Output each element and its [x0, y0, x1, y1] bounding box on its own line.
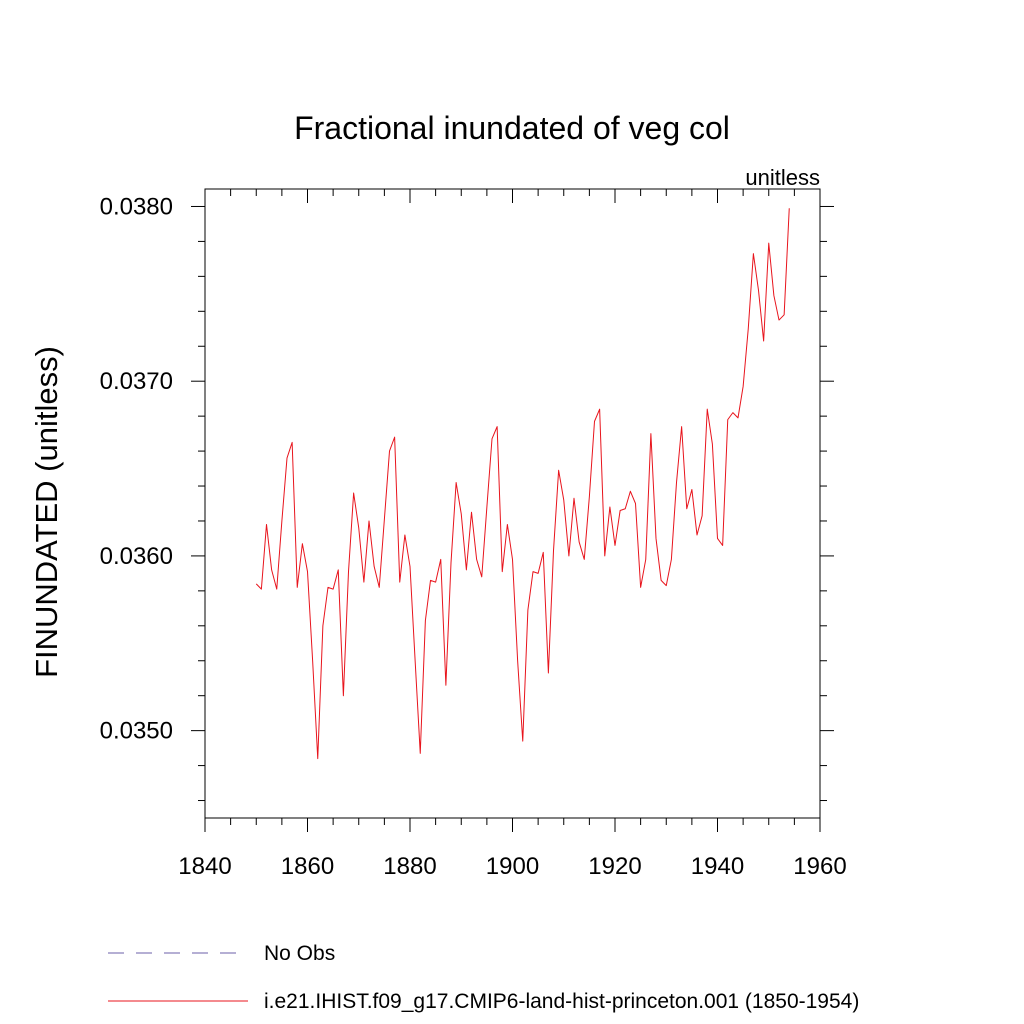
- x-tick-label: 1880: [383, 853, 436, 880]
- series-lines: [255, 208, 790, 760]
- legend-label-model: i.e21.IHIST.f09_g17.CMIP6-land-hist-prin…: [264, 990, 859, 1013]
- plot-frame: [204, 188, 821, 819]
- y-tick-label: 0.0360: [100, 543, 173, 570]
- axis-ticks: [191, 189, 834, 832]
- x-tick-labels: 1840 1860 1880 1900 1920 1940 1960: [178, 853, 846, 880]
- y-axis-label: FINUNDATED (unitless): [29, 346, 64, 678]
- x-tick-label: 1960: [793, 853, 846, 880]
- y-tick-labels: 0.0350 0.0360 0.0370 0.0380: [100, 193, 173, 744]
- y-tick-label: 0.0370: [100, 368, 173, 395]
- x-tick-label: 1900: [486, 853, 539, 880]
- chart-title: Fractional inundated of veg col: [294, 110, 730, 146]
- legend: No Obs i.e21.IHIST.f09_g17.CMIP6-land-hi…: [108, 942, 859, 1013]
- legend-label-no-obs: No Obs: [264, 942, 335, 965]
- units-label: unitless: [745, 165, 820, 190]
- series-line-1: [255, 208, 790, 760]
- x-tick-label: 1860: [281, 853, 334, 880]
- x-tick-label: 1920: [588, 853, 641, 880]
- x-tick-label: 1840: [178, 853, 231, 880]
- x-tick-label: 1940: [691, 853, 744, 880]
- y-tick-label: 0.0380: [100, 193, 173, 220]
- y-tick-label: 0.0350: [100, 718, 173, 745]
